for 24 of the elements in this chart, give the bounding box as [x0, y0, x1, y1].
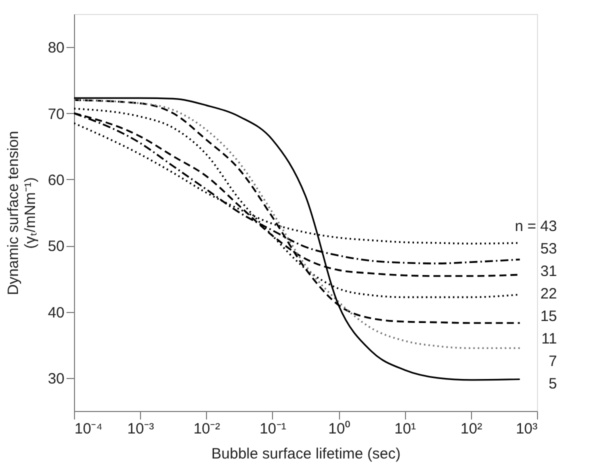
y-tick-label: 50 [48, 238, 64, 256]
y-tick-label: 40 [48, 304, 64, 322]
y-tick-label: 60 [48, 172, 64, 189]
annotation: n = 43 [514, 218, 557, 235]
text: 31 [540, 263, 557, 280]
x-tick-label: 10⁻⁴ [74, 420, 103, 438]
text: 5 [548, 376, 557, 392]
x-tick-label: 10¹ [394, 420, 416, 438]
text: 11 [541, 330, 557, 348]
text: 22 [540, 286, 557, 302]
x-tick-label: 10⁻² [193, 420, 220, 438]
text: 7 [548, 353, 557, 370]
y-tick-label: 80 [48, 40, 64, 57]
x-tick-label: 10⁻¹ [260, 420, 286, 438]
x-tick-label: 10³ [516, 420, 538, 438]
x-tick-label: 10⁰ [328, 420, 350, 438]
y-axis-title: Dynamic surface tension (γₜ/mNm⁻¹) [4, 130, 39, 296]
y-tick-label: 70 [48, 106, 64, 123]
x-tick-label: 10² [460, 420, 482, 438]
x-tick-label: 10⁻³ [127, 420, 154, 438]
y-tick-label: 30 [48, 370, 64, 388]
text: 53 [540, 240, 557, 258]
x-axis-title: Bubble surface lifetime (sec) [211, 446, 401, 462]
text: 15 [540, 308, 557, 325]
